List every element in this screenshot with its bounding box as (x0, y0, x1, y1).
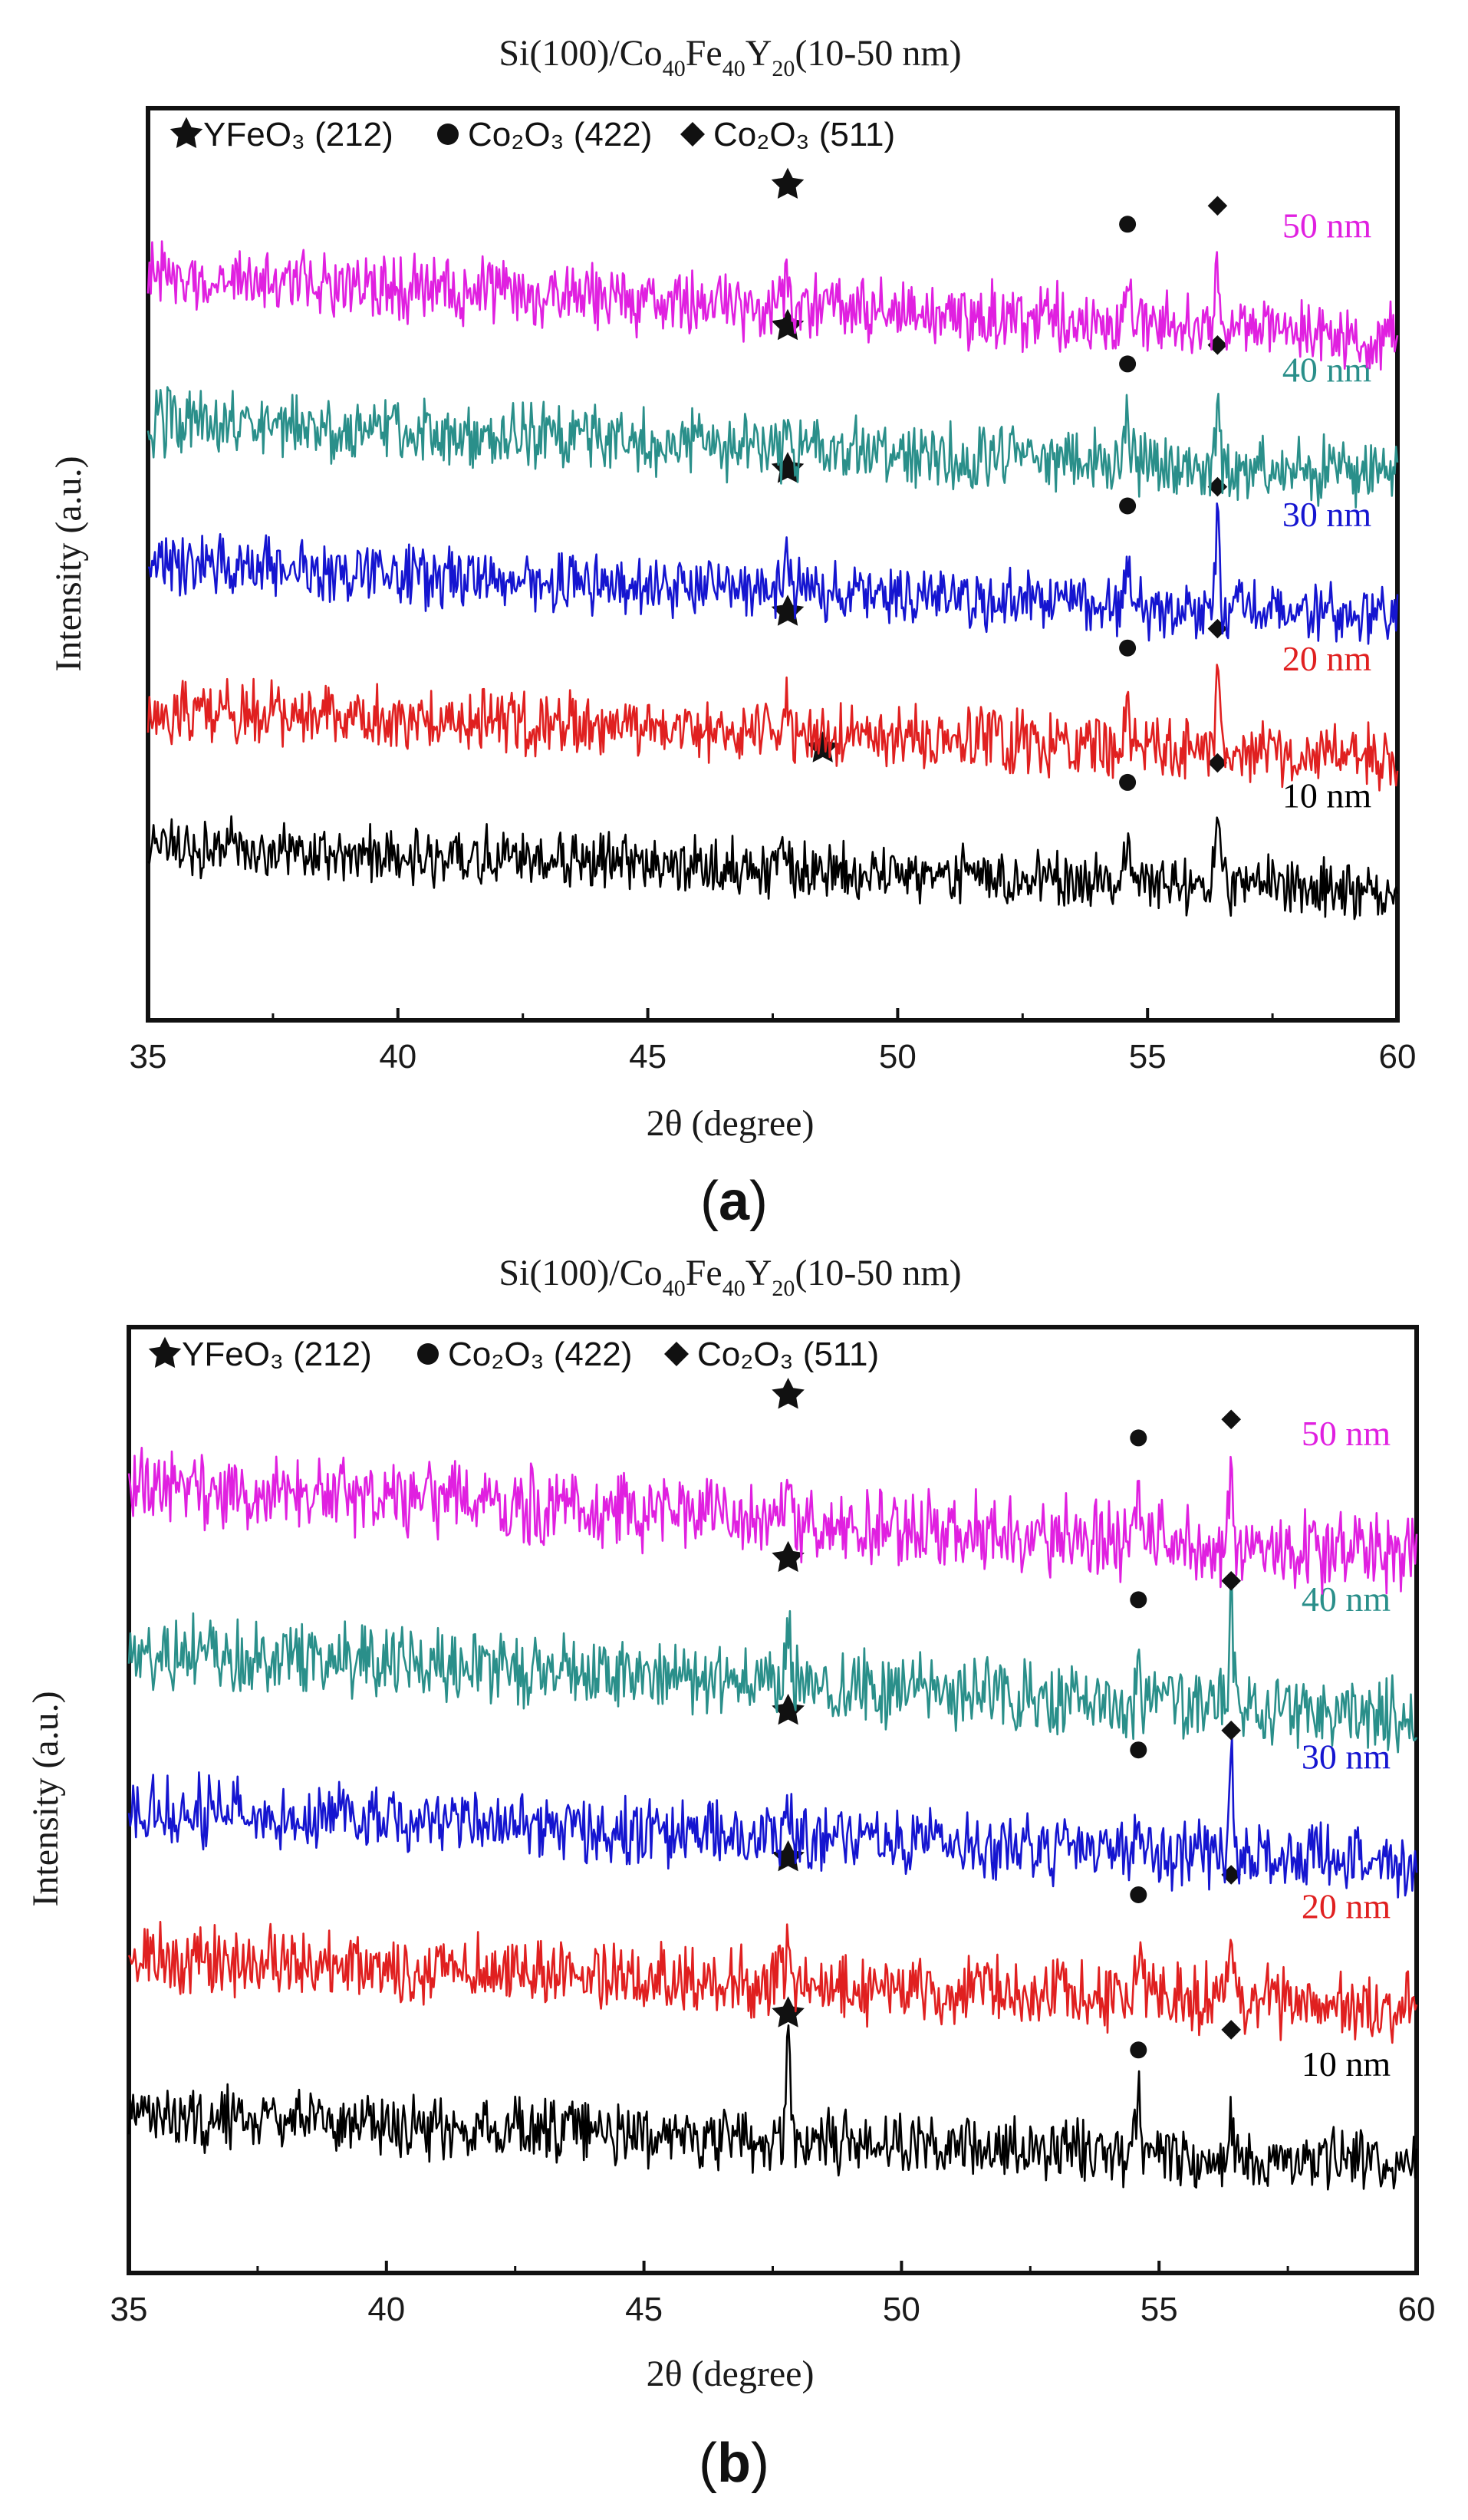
peak-circle-marker (1119, 497, 1137, 515)
x-tick-label: 60 (1398, 2291, 1436, 2328)
legend-circle-marker (437, 124, 459, 145)
series-line (127, 1577, 1418, 1754)
peak-diamond-marker (1221, 1571, 1241, 1591)
series-label: 20 nm (1282, 639, 1372, 678)
panel-label-b: (b) (699, 2433, 769, 2494)
x-tick-label: 45 (629, 1038, 667, 1076)
panel-label-a: (a) (700, 1171, 768, 1232)
x-tick-label: 40 (367, 2291, 405, 2328)
peak-star-marker (772, 1693, 805, 1725)
x-tick-label: 55 (1140, 2291, 1178, 2328)
series-group-b: 10 nm 20 nm 30 nm 40 nm 50 nm (127, 1378, 1418, 2191)
peak-diamond-marker (1221, 1720, 1241, 1741)
series-50-nm: 50 nm (127, 1378, 1418, 1595)
peak-star-marker (772, 1378, 805, 1409)
series-group-a: 10 nm 20 nm 30 nm 40 nm 50 nm (146, 167, 1399, 921)
series-line (146, 386, 1399, 509)
series-line (127, 1735, 1418, 1899)
peak-circle-marker (1119, 355, 1137, 373)
legend-b: YFeO₃ (212) Co₂O₃ (422) Co₂O₃ (511) (148, 1336, 879, 1373)
peak-circle-marker (1130, 1886, 1147, 1903)
legend-label-co2o3-511: Co₂O₃ (511) (713, 116, 895, 153)
series-label: 50 nm (1302, 1414, 1391, 1453)
peak-diamond-marker (1207, 476, 1228, 497)
legend-a: YFeO₃ (212) Co₂O₃ (422) Co₂O₃ (511) (170, 116, 895, 153)
x-tick-label: 55 (1129, 1038, 1167, 1076)
x-tick-label: 35 (130, 1038, 167, 1076)
series-line (127, 1447, 1418, 1595)
series-line (127, 2024, 1418, 2191)
series-40-nm: 40 nm (146, 308, 1399, 509)
x-ticks-b (127, 2261, 1418, 2273)
chart-panel-a: Si(100)/Co40Fe40Y20(10-50 nm) YFeO₃ (212… (48, 33, 1416, 1232)
chart-panel-b: Si(100)/Co40Fe40Y20(10-50 nm) YFeO₃ (212… (25, 1253, 1435, 2494)
series-line (147, 502, 1399, 645)
peak-diamond-marker (1221, 1409, 1241, 1430)
peak-star-marker (772, 1996, 805, 2028)
series-label: 40 nm (1302, 1580, 1391, 1619)
peak-circle-marker (1119, 639, 1137, 657)
peak-circle-marker (1119, 773, 1137, 791)
x-tick-labels-b: 35 40 45 50 55 60 (110, 2291, 1436, 2328)
legend-label-co2o3-422: Co₂O₃ (422) (448, 1336, 632, 1373)
legend-label-yfeo3: YFeO₃ (212) (182, 1336, 372, 1373)
series-10-nm: 10 nm (147, 731, 1399, 921)
legend-diamond-marker (680, 122, 705, 147)
series-label: 30 nm (1282, 495, 1372, 534)
peak-circle-marker (1130, 1591, 1147, 1609)
series-label: 40 nm (1282, 351, 1372, 390)
series-line (147, 815, 1399, 921)
series-30-nm: 30 nm (147, 452, 1399, 645)
chart-title-a: Si(100)/Co40Fe40Y20(10-50 nm) (499, 33, 961, 81)
series-line (127, 1920, 1418, 2044)
peak-circle-marker (1130, 1741, 1147, 1759)
peak-star-marker (771, 167, 805, 199)
series-40-nm: 40 nm (127, 1540, 1418, 1754)
x-tick-label: 45 (625, 2291, 663, 2328)
series-10-nm: 10 nm (127, 1996, 1418, 2191)
legend-circle-marker (417, 1343, 439, 1365)
peak-circle-marker (1130, 1429, 1147, 1447)
y-axis-label-b: Intensity (a.u.) (25, 1691, 66, 1906)
x-tick-label: 40 (379, 1038, 416, 1076)
series-label: 30 nm (1302, 1737, 1391, 1776)
chart-title-b: Si(100)/Co40Fe40Y20(10-50 nm) (499, 1253, 961, 1301)
series-label: 50 nm (1282, 206, 1372, 245)
peak-circle-marker (1130, 2041, 1147, 2059)
legend-label-co2o3-422: Co₂O₃ (422) (468, 116, 652, 153)
series-label: 10 nm (1282, 776, 1372, 815)
series-20-nm: 20 nm (146, 595, 1399, 792)
peak-diamond-marker (1207, 196, 1228, 216)
x-axis-label-a: 2θ (degree) (647, 1103, 815, 1144)
peak-diamond-marker (1221, 2020, 1241, 2040)
x-axis-label-b: 2θ (degree) (647, 2354, 815, 2394)
series-label: 10 nm (1302, 2044, 1391, 2084)
x-tick-label: 50 (883, 2291, 920, 2328)
x-ticks-a (146, 1008, 1399, 1020)
legend-label-co2o3-511: Co₂O₃ (511) (697, 1336, 879, 1373)
peak-diamond-marker (1207, 335, 1228, 355)
legend-label-yfeo3: YFeO₃ (212) (203, 116, 393, 153)
legend-star-marker (148, 1336, 182, 1369)
series-label: 20 nm (1302, 1887, 1391, 1926)
x-tick-label: 60 (1379, 1038, 1417, 1076)
peak-star-marker (772, 1540, 805, 1573)
peak-diamond-marker (1207, 753, 1228, 773)
x-tick-labels-a: 35 40 45 50 55 60 (130, 1038, 1417, 1076)
peak-star-marker (806, 731, 839, 763)
legend-diamond-marker (664, 1342, 689, 1366)
x-tick-label: 50 (879, 1038, 917, 1076)
series-30-nm: 30 nm (127, 1693, 1418, 1899)
series-line (146, 240, 1399, 371)
y-axis-label-a: Intensity (a.u.) (48, 456, 89, 671)
series-line (146, 664, 1399, 792)
legend-star-marker (170, 117, 203, 149)
x-tick-label: 35 (110, 2291, 148, 2328)
peak-diamond-marker (1207, 618, 1228, 639)
peak-diamond-marker (1221, 1865, 1241, 1885)
peak-circle-marker (1119, 216, 1137, 233)
series-50-nm: 50 nm (146, 167, 1399, 371)
